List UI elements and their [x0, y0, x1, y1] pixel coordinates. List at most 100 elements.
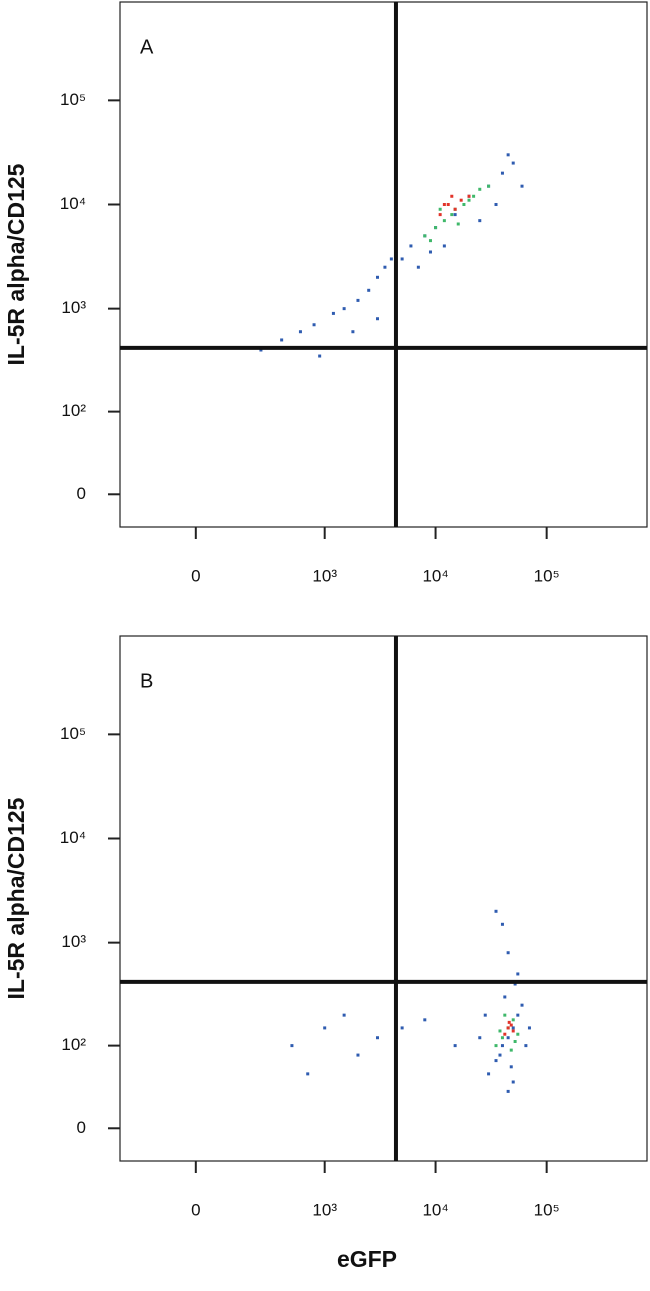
event-dot — [516, 972, 520, 976]
y-tick-label: 0 — [77, 1118, 86, 1137]
x-tick-label: 0 — [191, 566, 200, 585]
event-dot — [416, 265, 420, 269]
y-axis-title: IL-5R alpha/CD125 — [3, 163, 29, 365]
event-dot — [506, 1026, 510, 1030]
event-dot — [400, 257, 404, 261]
event-dot — [375, 317, 379, 321]
event-dot — [511, 1026, 515, 1030]
x-tick-label: 10⁵ — [534, 1200, 560, 1219]
event-dot — [259, 348, 263, 352]
event-dot — [500, 1036, 504, 1040]
event-dot — [509, 1023, 513, 1027]
event-dot — [503, 995, 507, 999]
y-tick-label: 10⁴ — [60, 194, 86, 213]
event-dot — [494, 203, 498, 207]
event-dot — [434, 226, 438, 230]
event-dot — [500, 171, 504, 175]
event-dot — [500, 1044, 504, 1048]
event-dot — [506, 153, 510, 157]
y-tick-label: 10³ — [61, 298, 86, 317]
event-dot — [513, 1040, 517, 1044]
event-dot — [442, 244, 446, 248]
y-tick-label: 10² — [61, 1035, 86, 1054]
event-dot — [467, 194, 471, 198]
event-dot — [389, 257, 393, 261]
event-dot — [351, 330, 355, 334]
event-dot — [516, 1013, 520, 1017]
event-dot — [527, 1026, 531, 1030]
event-dot — [478, 219, 482, 223]
event-dot — [511, 1029, 515, 1033]
event-dot — [306, 1072, 310, 1076]
x-tick-label: 10⁴ — [422, 1200, 448, 1219]
y-tick-label: 10² — [61, 401, 86, 420]
event-dot — [509, 1048, 513, 1052]
event-dot — [438, 213, 442, 217]
event-dot — [478, 1036, 482, 1040]
event-dot — [511, 1080, 515, 1084]
event-dot — [312, 323, 316, 327]
x-tick-label: 0 — [191, 1200, 200, 1219]
event-dot — [462, 203, 466, 207]
event-dot — [520, 1003, 524, 1007]
y-tick-label: 10⁵ — [60, 90, 86, 109]
event-dot — [323, 1026, 327, 1030]
event-dot — [520, 184, 524, 188]
event-dot — [524, 1044, 528, 1048]
event-dot — [409, 244, 413, 248]
y-tick-label: 10⁴ — [60, 828, 86, 847]
event-dot — [383, 265, 387, 269]
event-dot — [442, 219, 446, 223]
event-dot — [446, 203, 450, 207]
event-dot — [453, 207, 457, 211]
event-dot — [318, 354, 322, 358]
event-dot — [459, 198, 463, 202]
x-tick-label: 10³ — [312, 1200, 337, 1219]
event-dot — [290, 1044, 294, 1048]
event-dot — [516, 1032, 520, 1036]
event-dot — [511, 161, 515, 165]
y-axis-title: IL-5R alpha/CD125 — [3, 797, 29, 999]
event-dot — [400, 1026, 404, 1030]
event-dot — [494, 909, 498, 913]
event-dot — [507, 1020, 511, 1024]
event-dot — [342, 307, 346, 311]
event-dot — [503, 1013, 507, 1017]
event-dot — [428, 239, 432, 243]
plot-frame — [119, 1, 648, 528]
event-dot — [331, 311, 335, 315]
event-dot — [280, 338, 284, 342]
panel-label: B — [140, 670, 153, 692]
event-dot — [428, 250, 432, 254]
event-dot — [511, 1018, 515, 1022]
event-dot — [494, 1059, 498, 1063]
event-dot — [483, 1013, 487, 1017]
event-dot — [342, 1013, 346, 1017]
event-dot — [356, 298, 360, 302]
event-dot — [506, 951, 510, 955]
event-dot — [298, 330, 302, 334]
event-dot — [438, 207, 442, 211]
event-dot — [487, 184, 491, 188]
y-tick-label: 0 — [77, 484, 86, 503]
event-dot — [509, 1065, 513, 1069]
plot-frame — [119, 635, 648, 1162]
event-dot — [498, 1029, 502, 1033]
y-tick-label: 10³ — [61, 932, 86, 951]
x-axis-title: eGFP — [337, 1246, 397, 1272]
event-dot — [487, 1072, 491, 1076]
event-dot — [450, 213, 454, 217]
event-dot — [467, 198, 471, 202]
event-dot — [423, 234, 427, 238]
event-dot — [375, 275, 379, 279]
event-dot — [503, 1032, 507, 1036]
y-tick-label: 10⁵ — [60, 724, 86, 743]
event-dot — [506, 1036, 510, 1040]
event-dot — [442, 203, 446, 207]
event-dot — [500, 922, 504, 926]
event-dot — [456, 222, 460, 226]
event-dot — [367, 288, 371, 292]
event-dot — [356, 1053, 360, 1057]
event-dot — [513, 982, 517, 986]
x-tick-label: 10⁴ — [422, 566, 448, 585]
